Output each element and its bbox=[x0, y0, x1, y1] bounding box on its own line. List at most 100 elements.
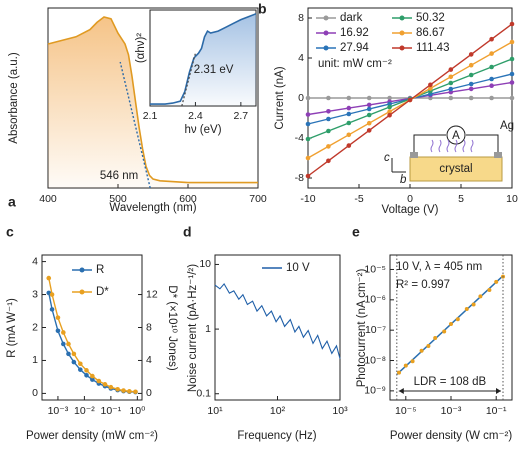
data-point bbox=[366, 112, 372, 118]
y-tick-label: 10⁻⁶ bbox=[364, 294, 386, 306]
legend-label: D* bbox=[96, 286, 109, 298]
data-point bbox=[305, 121, 311, 127]
panel-label: a bbox=[8, 194, 16, 210]
x-tick-label: 10² bbox=[270, 405, 286, 417]
y-tick-label: 4 bbox=[298, 52, 304, 64]
legend-label: 10 V bbox=[286, 262, 310, 274]
data-point bbox=[407, 97, 413, 103]
x-axis-label: Power density (W cm⁻²) bbox=[390, 430, 513, 442]
data-point bbox=[509, 95, 515, 101]
x-axis-label: Frequency (Hz) bbox=[237, 430, 316, 442]
x-tick-label: 10⁰ bbox=[129, 405, 146, 417]
y-tick-label: 3 bbox=[32, 288, 38, 300]
data-point bbox=[433, 336, 438, 341]
data-point bbox=[489, 76, 494, 82]
x-axis-label: Power density (mW cm⁻²) bbox=[26, 430, 158, 442]
data-point bbox=[71, 351, 77, 357]
y2-tick-label: 8 bbox=[146, 321, 152, 333]
data-point bbox=[55, 328, 61, 334]
data-point bbox=[509, 71, 515, 77]
data-point bbox=[78, 367, 83, 372]
data-point bbox=[366, 106, 372, 112]
circuit-wire bbox=[413, 134, 499, 152]
data-point bbox=[305, 112, 311, 117]
light-wave bbox=[462, 139, 466, 153]
axis-arrows bbox=[391, 158, 406, 173]
x-tick-label: 700 bbox=[249, 193, 267, 205]
y-tick-label: -8 bbox=[295, 172, 304, 184]
data-point bbox=[115, 386, 120, 392]
data-point bbox=[478, 294, 483, 299]
data-point bbox=[489, 36, 494, 42]
legend-marker bbox=[323, 45, 329, 51]
data-point bbox=[509, 39, 515, 45]
y2-tick-label: 4 bbox=[146, 354, 152, 366]
data-point bbox=[108, 384, 114, 390]
data-point bbox=[509, 21, 515, 27]
x-tick-label: -10 bbox=[300, 193, 315, 205]
data-point bbox=[489, 64, 494, 70]
y-tick-label: 1 bbox=[205, 323, 211, 335]
data-point bbox=[346, 143, 352, 148]
area-fill bbox=[150, 13, 256, 106]
data-point bbox=[448, 86, 454, 92]
data-point bbox=[346, 120, 352, 126]
axis-c-label: c bbox=[384, 152, 390, 164]
data-point bbox=[494, 279, 499, 284]
y-tick-label: 10⁻⁸ bbox=[364, 354, 386, 366]
r-squared-label: R² = 0.997 bbox=[396, 279, 450, 291]
data-point bbox=[366, 128, 372, 133]
curve bbox=[47, 16, 258, 184]
data-point bbox=[84, 368, 89, 373]
x-tick-label: 10¹ bbox=[207, 405, 223, 417]
data-point bbox=[96, 378, 102, 384]
condition-label: 10 V, λ = 405 nm bbox=[396, 261, 482, 273]
y-axis-label: (αhν)² bbox=[135, 33, 147, 63]
data-point bbox=[468, 72, 474, 78]
x-tick-label: 0 bbox=[407, 193, 413, 205]
data-point bbox=[448, 74, 454, 80]
x-tick-label: 2.7 bbox=[234, 110, 249, 122]
legend-marker bbox=[79, 267, 85, 273]
legend-label: 27.94 bbox=[340, 42, 369, 54]
curve bbox=[150, 13, 257, 105]
onset-tangent bbox=[119, 61, 151, 189]
y-tick-label: 10⁻⁷ bbox=[365, 324, 386, 336]
ldr-label: LDR = 108 dB bbox=[414, 376, 487, 388]
x-tick-label: 10⁻¹ bbox=[486, 405, 507, 417]
y-tick-label: 10⁻⁹ bbox=[364, 385, 386, 397]
data-point bbox=[305, 95, 311, 101]
y-tick-label: 10 bbox=[199, 258, 211, 270]
data-point bbox=[55, 315, 61, 320]
data-point bbox=[419, 348, 424, 353]
x-tick-label: 600 bbox=[179, 193, 197, 205]
data-point bbox=[455, 317, 460, 322]
data-point bbox=[366, 102, 372, 108]
x-tick-label: 10⁻³ bbox=[48, 405, 69, 417]
data-point bbox=[305, 173, 311, 179]
data-point bbox=[366, 120, 372, 126]
unit-label: unit: mW cm⁻² bbox=[318, 58, 392, 70]
y-tick-label: 2 bbox=[32, 321, 38, 333]
y-tick-label: 10⁻⁵ bbox=[364, 263, 386, 275]
data-point bbox=[326, 144, 331, 149]
y-tick-label: 0.1 bbox=[196, 388, 211, 400]
x-axis-label: hν (eV) bbox=[184, 124, 221, 136]
bandgap-label: 2.31 eV bbox=[194, 64, 234, 76]
panel-label: c bbox=[6, 224, 14, 240]
y2-tick-label: 12 bbox=[146, 288, 158, 300]
plot-frame bbox=[214, 254, 341, 401]
data-point bbox=[410, 359, 415, 364]
data-point bbox=[442, 329, 447, 334]
y-tick-label: 8 bbox=[298, 12, 304, 24]
data-point bbox=[78, 361, 83, 367]
data-point bbox=[489, 83, 494, 88]
x-tick-label: 10⁻² bbox=[74, 405, 95, 417]
data-point bbox=[509, 80, 515, 85]
x-axis-label: Voltage (V) bbox=[382, 204, 439, 216]
data-point bbox=[305, 136, 311, 142]
x-tick-label: 500 bbox=[109, 193, 127, 205]
ammeter bbox=[446, 125, 466, 145]
data-point bbox=[66, 341, 71, 347]
data-point bbox=[387, 95, 392, 101]
